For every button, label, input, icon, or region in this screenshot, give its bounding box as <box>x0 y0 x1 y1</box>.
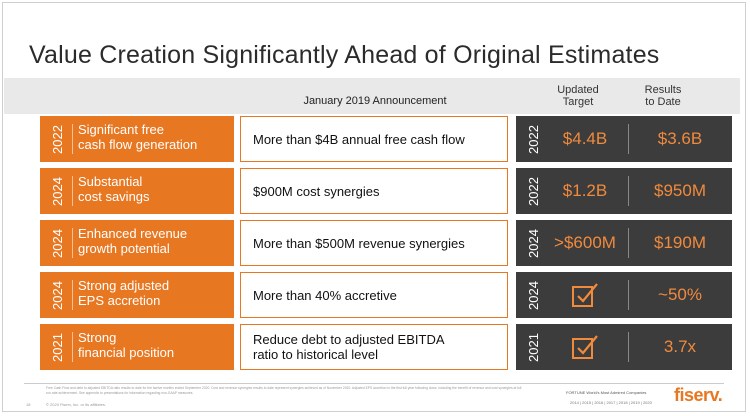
metrics-box: 2022 $4.4B $3.6B <box>516 116 732 162</box>
category-year: 2021 <box>46 324 68 370</box>
category-label: Substantial cost savings <box>78 174 228 204</box>
divider <box>628 176 629 206</box>
category-year: 2022 <box>46 116 68 162</box>
metrics-box: 2024 >$600M $190M <box>516 220 732 266</box>
category-year-text: 2021 <box>49 332 65 362</box>
category-label-line2: growth potential <box>78 241 170 256</box>
metrics-box: 2021 3.7x <box>516 324 732 370</box>
target-year-text: 2022 <box>525 124 541 154</box>
divider <box>72 228 73 258</box>
footnote: Free Cash Flow and debt to adjusted EBIT… <box>46 386 522 395</box>
announcement-box: More than $500M revenue synergies <box>240 220 508 266</box>
fortune-award: FORTUNE World's Most Admired Companies <box>566 390 647 395</box>
category-label-line1: Strong adjusted <box>78 278 170 293</box>
divider <box>72 332 73 362</box>
category-year-text: 2024 <box>49 228 65 258</box>
results-value: $3.6B <box>657 129 703 148</box>
category-year-text: 2024 <box>49 280 65 310</box>
category-label-line2: EPS accretion <box>78 293 161 308</box>
results-header-line1: Results <box>644 84 682 96</box>
results-value: ~50% <box>658 285 702 304</box>
announcement-text: $900M cost synergies <box>253 183 380 199</box>
divider <box>72 280 73 310</box>
category-year: 2024 <box>46 168 68 214</box>
divider <box>628 332 629 362</box>
category-box: 2024 Strong adjusted EPS accretion <box>40 272 234 318</box>
category-label: Significant free cash flow generation <box>78 122 228 152</box>
divider <box>628 124 629 154</box>
category-label: Strong adjusted EPS accretion <box>78 278 228 308</box>
announcement-text: More than 40% accretive <box>253 287 397 303</box>
copyright: © 2020 Fiserv, Inc. or its affiliates. <box>46 402 106 407</box>
announcement-line1: Reduce debt to adjusted EBITDA <box>253 332 445 347</box>
divider <box>72 124 73 154</box>
announcement-text: Reduce debt to adjusted EBITDA ratio to … <box>253 325 499 369</box>
announcement-box: Reduce debt to adjusted EBITDA ratio to … <box>240 324 508 370</box>
announcement-text: More than $4B annual free cash flow <box>253 131 465 147</box>
category-year-text: 2024 <box>49 176 65 206</box>
category-label-line2: financial position <box>78 345 175 360</box>
metrics-box: 2022 $1.2B $950M <box>516 168 732 214</box>
footer-divider <box>24 383 724 384</box>
updated-target-header-line1: Updated <box>557 84 599 96</box>
target-year: 2022 <box>522 116 544 162</box>
category-box: 2024 Enhanced revenue growth potential <box>40 220 234 266</box>
updated-target-header: Updated Target <box>546 84 610 108</box>
category-label-line2: cost savings <box>78 189 150 204</box>
results-header-line2: to Date <box>645 96 681 108</box>
results-value: $950M <box>654 181 706 200</box>
fiserv-logo: fiserv. <box>674 385 723 405</box>
checkbox-check-icon <box>544 272 626 318</box>
target-year-text: 2022 <box>525 176 541 206</box>
category-year: 2024 <box>46 220 68 266</box>
category-box: 2022 Significant free cash flow generati… <box>40 116 234 162</box>
category-label-line1: Strong <box>78 330 117 345</box>
results-header: Results to Date <box>628 84 698 108</box>
category-label: Strong financial position <box>78 330 228 360</box>
announcement-box: More than $4B annual free cash flow <box>240 116 508 162</box>
announcement-text: More than $500M revenue synergies <box>253 235 465 251</box>
category-label-line1: Enhanced revenue <box>78 226 188 241</box>
updated-target-value: >$600M <box>554 233 616 252</box>
target-year-text: 2024 <box>525 228 541 258</box>
target-year: 2024 <box>522 272 544 318</box>
updated-target-value: $4.4B <box>562 129 608 148</box>
updated-target-value: $1.2B <box>562 181 608 200</box>
category-box: 2024 Substantial cost savings <box>40 168 234 214</box>
target-year: 2021 <box>522 324 544 370</box>
category-year-text: 2022 <box>49 124 65 154</box>
category-label: Enhanced revenue growth potential <box>78 226 228 256</box>
header-band <box>4 78 740 114</box>
page-number: 18 <box>26 402 31 407</box>
slide-title: Value Creation Significantly Ahead of Or… <box>29 41 660 69</box>
target-year: 2024 <box>522 220 544 266</box>
divider <box>628 280 629 310</box>
checkbox-check-icon <box>544 324 626 370</box>
updated-target-header-line2: Target <box>562 96 594 108</box>
award-years: 2014 | 2015 | 2016 | 2017 | 2018 | 2019 … <box>570 400 652 405</box>
target-year-text: 2021 <box>525 332 541 362</box>
divider <box>628 228 629 258</box>
target-year-text: 2024 <box>525 280 541 310</box>
metrics-box: 2024 ~50% <box>516 272 732 318</box>
results-value: 3.7x <box>663 337 697 356</box>
category-box: 2021 Strong financial position <box>40 324 234 370</box>
category-label-line1: Significant free <box>78 122 164 137</box>
results-value: $190M <box>654 233 706 252</box>
announcement-header: January 2019 Announcement <box>303 95 447 107</box>
target-year: 2022 <box>522 168 544 214</box>
announcement-line2: ratio to historical level <box>253 347 378 362</box>
category-label-line1: Substantial <box>78 174 143 189</box>
announcement-box: $900M cost synergies <box>240 168 508 214</box>
divider <box>72 176 73 206</box>
category-label-line2: cash flow generation <box>78 137 198 152</box>
category-year: 2024 <box>46 272 68 318</box>
announcement-box: More than 40% accretive <box>240 272 508 318</box>
